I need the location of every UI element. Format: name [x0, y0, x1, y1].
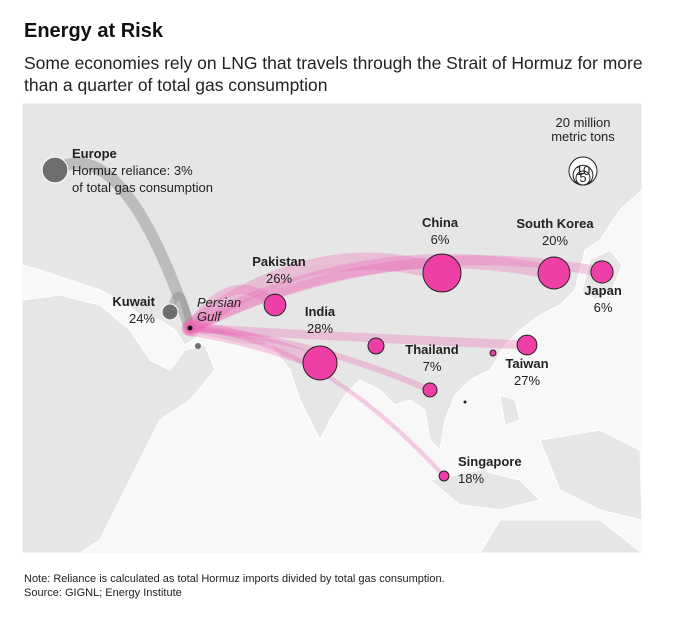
dot	[463, 400, 467, 404]
bubble	[590, 260, 614, 284]
legend-title: 20 million	[556, 115, 611, 130]
reliance: 7%	[423, 359, 442, 374]
bubble	[263, 293, 287, 317]
location-name: Pakistan	[252, 254, 306, 269]
land	[21, 102, 644, 554]
dot	[195, 343, 201, 349]
reliance: 18%	[458, 471, 484, 486]
reliance: 26%	[266, 271, 292, 286]
flow	[182, 253, 562, 336]
bubble	[367, 337, 385, 355]
bubble	[422, 382, 438, 398]
strait	[187, 325, 193, 331]
location-name: Taiwan	[505, 356, 548, 371]
reliance: Hormuz reliance: 3%	[72, 163, 193, 178]
bubble	[438, 470, 450, 482]
bubble	[41, 156, 69, 184]
note: Note: Reliance is calculated as total Ho…	[24, 573, 445, 585]
strait-label: Gulf	[197, 309, 222, 324]
legend-label: 10	[576, 163, 590, 178]
reliance: 27%	[514, 373, 540, 388]
reliance: 6%	[594, 300, 613, 315]
reliance: 24%	[129, 311, 155, 326]
bubble	[516, 334, 538, 356]
location-name: Singapore	[458, 454, 522, 469]
subtitle: Some economies rely on LNG that travels …	[24, 53, 643, 95]
source: Source: GIGNL; Energy Institute	[24, 587, 182, 599]
flow	[186, 324, 434, 394]
bubble	[489, 349, 497, 357]
bubble	[422, 253, 462, 293]
title: Energy at Risk	[24, 20, 163, 42]
flow	[185, 323, 532, 350]
location-name: Kuwait	[112, 294, 155, 309]
legend-label: 5	[579, 170, 586, 185]
flow	[49, 157, 196, 334]
flow	[181, 252, 451, 337]
reliance: 6%	[431, 232, 450, 247]
location-name: Thailand	[405, 342, 459, 357]
bubble	[537, 256, 571, 290]
legend-title: metric tons	[551, 129, 615, 144]
legend-circle	[575, 170, 591, 186]
location-name: China	[422, 215, 459, 230]
location-name: Japan	[584, 283, 622, 298]
reliance-note: of total gas consumption	[72, 180, 213, 195]
flow	[185, 284, 280, 333]
footer: Note: Reliance is calculated as total Ho…	[24, 572, 445, 600]
location-name: Europe	[72, 146, 117, 161]
bubble	[302, 345, 338, 381]
location-name: South Korea	[516, 216, 594, 231]
reliance: 20%	[542, 233, 568, 248]
bubble	[161, 303, 179, 321]
reliance: 28%	[307, 321, 333, 336]
location-name: India	[305, 304, 336, 319]
strait-label: Persian	[197, 295, 241, 310]
